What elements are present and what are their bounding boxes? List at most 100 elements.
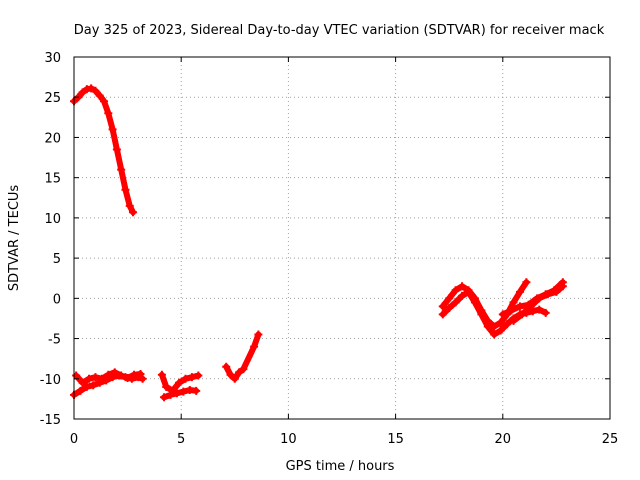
y-tick-label: 30 [44, 51, 61, 66]
series-10 [498, 278, 567, 319]
data-point [550, 286, 559, 295]
data-point [125, 201, 134, 210]
data-point [117, 371, 126, 380]
data-point [104, 109, 113, 118]
data-point [181, 374, 190, 383]
series-8 [438, 287, 550, 339]
x-tick-label: 25 [602, 432, 619, 447]
data-point [235, 368, 244, 377]
data-point [172, 389, 181, 398]
data-point [445, 294, 454, 303]
data-point [498, 310, 507, 319]
data-point [108, 125, 117, 134]
data-point [438, 310, 447, 319]
data-point [509, 298, 518, 307]
data-point [91, 373, 100, 382]
data-point [160, 393, 169, 402]
data-point [110, 368, 119, 377]
x-tick-label: 0 [70, 432, 78, 447]
data-point [230, 374, 239, 383]
data-point [558, 278, 567, 287]
y-tick-label: 25 [44, 91, 61, 106]
plot-border [73, 56, 611, 420]
data-point [136, 369, 145, 378]
data-point [97, 374, 106, 383]
data-point [222, 362, 231, 371]
data-point [239, 365, 248, 374]
data-point [445, 303, 454, 312]
data-point [254, 330, 263, 339]
y-tick-label: 15 [44, 172, 61, 187]
data-point [451, 298, 460, 307]
data-point [194, 371, 203, 380]
data-point [91, 86, 100, 95]
data-point [100, 97, 109, 106]
y-tick-label: 5 [53, 252, 61, 267]
data-point [515, 302, 524, 311]
data-point [470, 298, 479, 307]
data-point [503, 320, 512, 329]
grid-layer [74, 57, 610, 419]
x-tick-label: 20 [495, 432, 512, 447]
data-point [541, 290, 550, 299]
x-tick-label: 15 [387, 432, 404, 447]
tick-layer: 0 5 10 15 20 25 -15 -10 -5 0 5 10 15 20 25 30 [40, 51, 619, 447]
chart-title: Day 325 of 2023, Sidereal Day-to-day VTE… [74, 23, 605, 38]
y-tick-label: -10 [40, 373, 61, 388]
data-point [121, 185, 130, 194]
data-point [123, 373, 132, 382]
data-point [104, 370, 113, 379]
data-point [78, 378, 87, 387]
series-4 [157, 370, 203, 395]
data-point [187, 373, 196, 382]
data-point [518, 310, 527, 319]
y-tick-label: 0 [53, 292, 61, 307]
data-point [458, 282, 467, 291]
y-tick-label: 20 [44, 131, 61, 146]
series-6 [222, 330, 263, 383]
data-point [541, 308, 550, 317]
series-line [71, 85, 136, 216]
data-point [535, 305, 544, 314]
y-axis-label: SDTVAR / TECUs [7, 185, 22, 292]
series-5 [160, 386, 201, 402]
data-point [490, 330, 499, 339]
data-point [458, 291, 467, 300]
data-point [157, 370, 166, 379]
x-tick-label: 10 [280, 432, 297, 447]
data-point [438, 302, 447, 311]
data-point [528, 307, 537, 316]
data-point [451, 286, 460, 295]
data-point [477, 310, 486, 319]
data-point [533, 294, 542, 303]
data-point [483, 322, 492, 331]
data-point [496, 318, 505, 327]
data-point [522, 278, 531, 287]
series-1 [70, 84, 137, 217]
y-tick-label: -15 [40, 413, 61, 428]
data-point [515, 287, 524, 296]
x-axis-label: GPS time / hours [286, 459, 395, 474]
series-layer [70, 84, 567, 402]
data-point [95, 91, 104, 100]
data-point [179, 387, 188, 396]
data-point [166, 390, 175, 399]
data-point [112, 145, 121, 154]
data-point [72, 371, 81, 380]
data-point [464, 287, 473, 296]
data-point [89, 381, 98, 390]
series-3 [72, 368, 145, 387]
data-point [509, 316, 518, 325]
data-point [507, 306, 516, 315]
data-point [87, 84, 96, 93]
y-tick-label: 10 [44, 212, 61, 227]
data-point [76, 386, 85, 395]
data-point [85, 374, 94, 383]
data-point [175, 378, 184, 387]
y-tick-label: -5 [48, 333, 61, 348]
x-tick-label: 5 [177, 432, 185, 447]
data-point [250, 342, 259, 351]
data-point [524, 300, 533, 309]
data-point [117, 165, 126, 174]
data-point [192, 386, 201, 395]
